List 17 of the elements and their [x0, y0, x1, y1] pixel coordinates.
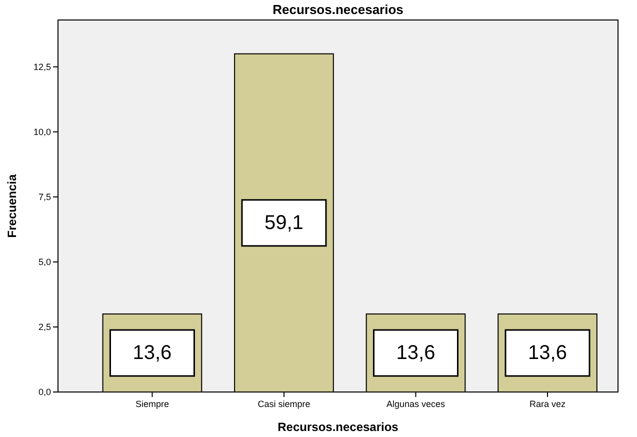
x-tick-label: Siempre [135, 399, 169, 409]
annotation: 59,1 [264, 212, 304, 234]
x-tick-label: Casi siempre [258, 399, 310, 409]
y-tick-label: 10,0 [33, 126, 51, 137]
chart-title: Recursos.necesarios [272, 2, 404, 17]
y-tick-label: 7,5 [38, 192, 51, 202]
y-axis-title: Frecuencia [5, 174, 19, 238]
x-tick-label: Algunas veces [386, 399, 446, 409]
y-tick-label: 12,5 [33, 62, 51, 72]
y-tick-label: 5,0 [38, 256, 51, 267]
x-tick-label: Rara vez [530, 399, 566, 409]
annotation: 13,6 [132, 342, 172, 364]
x-axis-title: Recursos.necesarios [278, 420, 399, 434]
annotation: 13,6 [396, 342, 436, 364]
annotation: 13,6 [528, 342, 567, 364]
y-tick-label: 0,0 [38, 387, 51, 397]
y-tick-label: 2,5 [38, 322, 51, 332]
